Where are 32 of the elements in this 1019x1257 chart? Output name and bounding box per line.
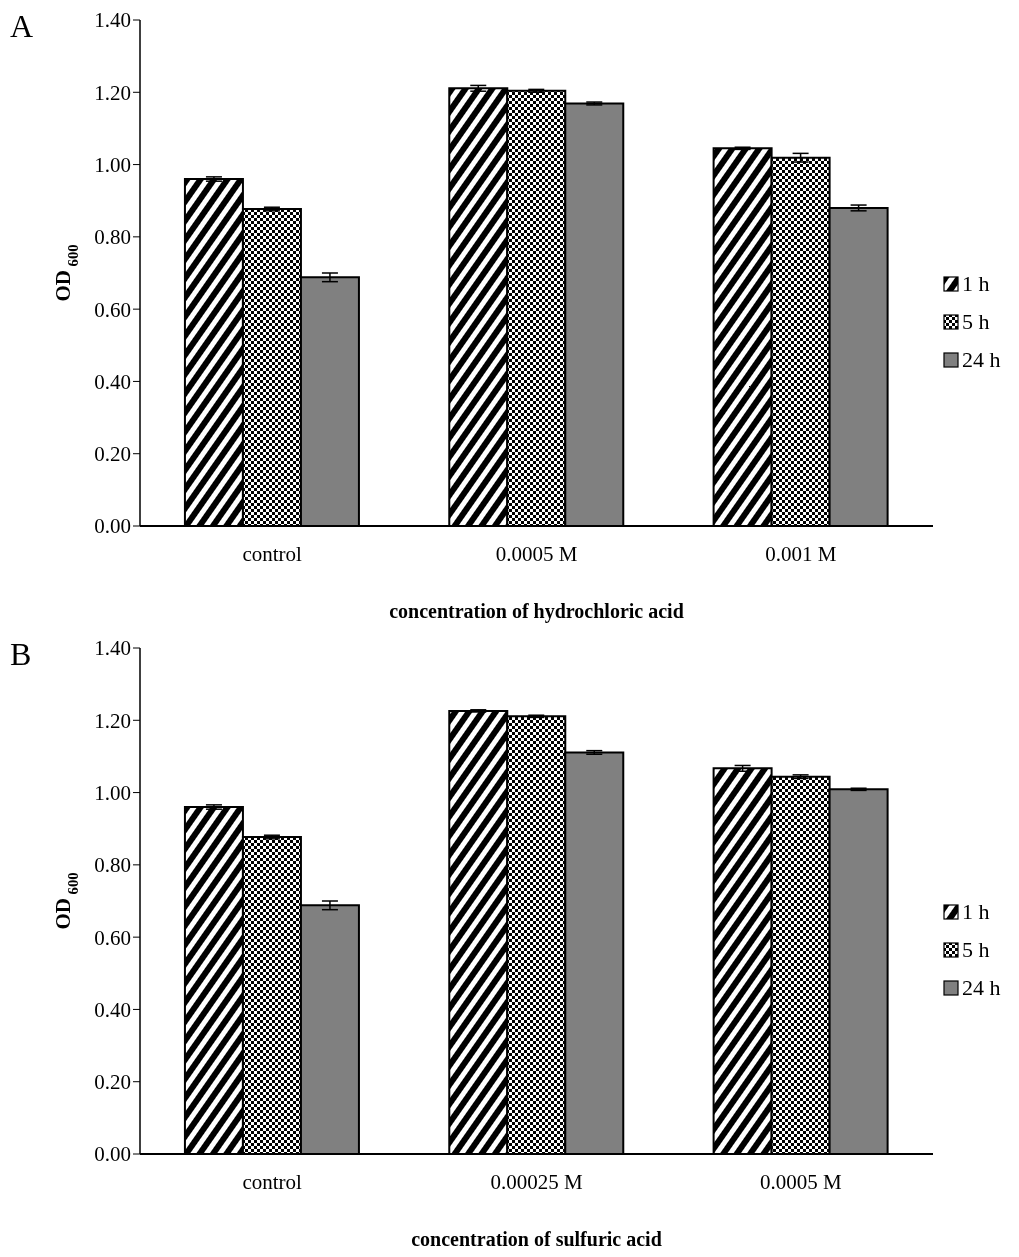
y-tick-label: 1.20 [94, 708, 131, 733]
x-axis-title: concentration of hydrochloric acid [389, 600, 684, 623]
legend-label: 24 h [962, 975, 1001, 1001]
legend-label: 5 h [962, 309, 990, 335]
x-axis-title: concentration of sulfuric acid [411, 1228, 662, 1250]
y-tick-label: 0.00 [94, 514, 131, 539]
y-tick-label: 0.20 [94, 442, 131, 467]
y-tick-label: 0.20 [94, 1070, 131, 1095]
y-tick-label: 1.40 [94, 8, 131, 33]
y-tick-label: 1.20 [94, 80, 131, 105]
y-tick-label: 0.00 [94, 1142, 131, 1167]
x-tick-label: 0.00025 M [490, 1169, 583, 1194]
y-tick-label: 1.40 [94, 636, 131, 661]
y-tick-label: 0.80 [94, 225, 131, 250]
x-tick-label: 0.001 M [765, 541, 837, 566]
y-tick-label: 0.40 [94, 997, 131, 1022]
legend-label: 24 h [962, 347, 1001, 373]
y-tick-label: 0.80 [94, 853, 131, 878]
chart-title: A [10, 8, 34, 45]
x-tick-label: 0.0005 M [759, 1169, 842, 1194]
y-tick-label: 0.40 [94, 369, 131, 394]
y-tick-label: 0.60 [94, 297, 131, 322]
legend-label: 1 h [962, 271, 990, 297]
x-tick-label: control [242, 1169, 303, 1194]
x-tick-label: 0.0005 M [495, 541, 578, 566]
chart-title: B [10, 636, 32, 673]
y-tick-label: 1.00 [94, 781, 131, 806]
y-tick-label: 1.00 [94, 153, 131, 178]
legend-label: 5 h [962, 937, 990, 963]
legend-label: 1 h [962, 899, 990, 925]
y-tick-label: 0.60 [94, 925, 131, 950]
x-tick-label: control [242, 541, 303, 566]
